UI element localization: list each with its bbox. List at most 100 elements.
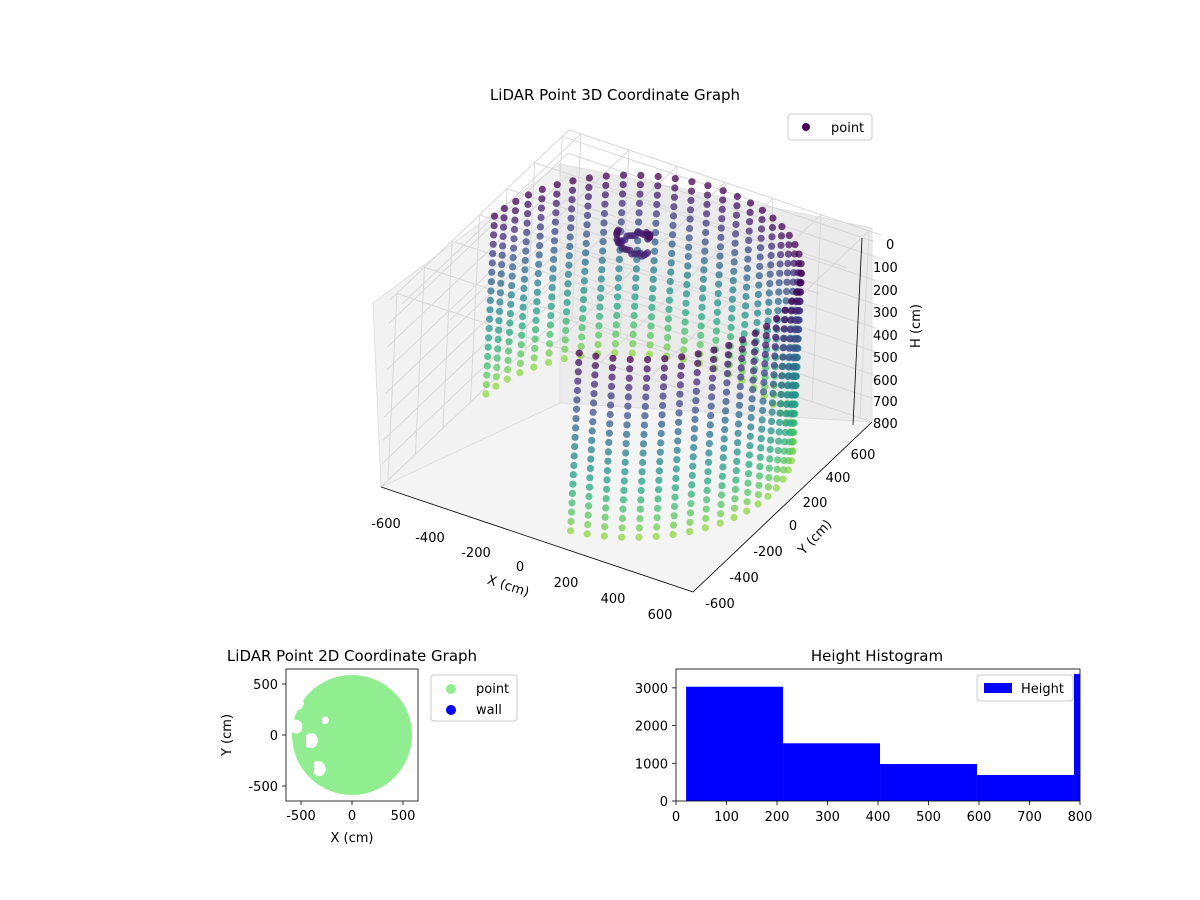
data-point: [499, 242, 507, 250]
x-axis-label-3d: X (cm): [485, 573, 531, 601]
data-point: [747, 423, 755, 431]
data-point: [531, 335, 539, 343]
data-point: [669, 530, 677, 539]
data-point: [511, 216, 519, 224]
legend-marker-height: [984, 683, 1012, 693]
data-point: [664, 334, 672, 342]
data-point: [757, 435, 765, 443]
data-point: [670, 193, 679, 201]
data-point: [785, 354, 793, 362]
data-point: [722, 407, 730, 415]
data-point: [704, 468, 712, 476]
data-point: [575, 349, 583, 357]
data-point: [783, 278, 791, 286]
data-point: [737, 364, 745, 372]
data-point: [566, 233, 574, 241]
data-point: [583, 530, 591, 538]
data-point: [753, 318, 761, 327]
data-point: [749, 386, 757, 394]
data-point: [775, 418, 784, 427]
data-point: [537, 204, 546, 212]
data-point: [598, 256, 606, 264]
data-point: [665, 305, 673, 314]
data-point: [769, 380, 778, 388]
data-point: [689, 453, 697, 461]
data-point: [714, 290, 722, 298]
data-point: [589, 418, 597, 426]
data-point: [536, 223, 545, 231]
data-point: [766, 280, 774, 288]
data-point: [687, 196, 695, 204]
data-point: [566, 242, 574, 250]
data-point: [492, 373, 500, 381]
data-point: [734, 420, 743, 428]
legend-box: [787, 113, 873, 141]
data-point: [487, 287, 495, 295]
data-point: [670, 521, 678, 529]
data-point: [585, 174, 594, 182]
data-point: [768, 408, 776, 416]
data-point: [574, 377, 582, 385]
data-point: [684, 262, 692, 270]
data-point: [608, 373, 616, 381]
data-point: [485, 315, 494, 323]
data-point: [727, 314, 736, 322]
data-point: [510, 235, 518, 243]
data-point: [687, 187, 696, 195]
data-point: [629, 340, 637, 348]
data-point: [523, 228, 531, 236]
point-cloud-gap: [322, 716, 329, 725]
data-point: [733, 448, 741, 456]
data-point: [724, 351, 732, 359]
data-point: [647, 322, 655, 330]
data-point: [538, 185, 546, 193]
data-point: [749, 376, 757, 384]
data-point: [735, 411, 743, 419]
data-point: [635, 199, 644, 207]
data-point: [775, 428, 783, 436]
data-point: [730, 504, 739, 512]
data-point: [715, 280, 723, 288]
chart-2d: LiDAR Point 2D Coordinate Graph -500 0 5…: [220, 647, 518, 846]
data-point: [776, 269, 784, 277]
data-point: [724, 360, 732, 368]
data-point: [712, 336, 720, 344]
data-point: [561, 345, 569, 353]
data-point: [508, 272, 516, 280]
data-point: [746, 199, 755, 207]
data-point: [777, 232, 786, 240]
point-cloud-gap: [314, 761, 326, 777]
data-point: [764, 308, 773, 316]
data-point: [647, 313, 656, 321]
data-point: [519, 294, 528, 302]
data-point: [596, 294, 605, 302]
data-point: [690, 425, 699, 433]
data-point: [759, 397, 767, 405]
data-point: [705, 440, 714, 448]
data-point: [691, 406, 700, 414]
data-point: [704, 458, 713, 466]
data-point: [755, 472, 764, 480]
data-point: [715, 261, 724, 270]
data-point: [776, 409, 784, 417]
data-point: [536, 242, 544, 250]
data-point: [674, 428, 682, 436]
data-point: [675, 418, 683, 426]
data-point: [677, 371, 685, 380]
data-point: [784, 259, 792, 268]
data-point: [495, 317, 503, 325]
legend-marker-point: [802, 123, 810, 131]
data-point: [568, 499, 576, 507]
data-point: [612, 321, 620, 329]
data-point: [517, 341, 525, 349]
data-point: [537, 213, 545, 222]
data-point: [504, 356, 512, 364]
data-point: [532, 326, 540, 334]
data-point: [614, 293, 622, 301]
data-point: [764, 492, 772, 500]
data-point: [507, 291, 515, 299]
data-point: [775, 288, 783, 296]
data-point: [631, 284, 640, 292]
data-point: [562, 326, 570, 335]
data-point: [718, 215, 726, 223]
